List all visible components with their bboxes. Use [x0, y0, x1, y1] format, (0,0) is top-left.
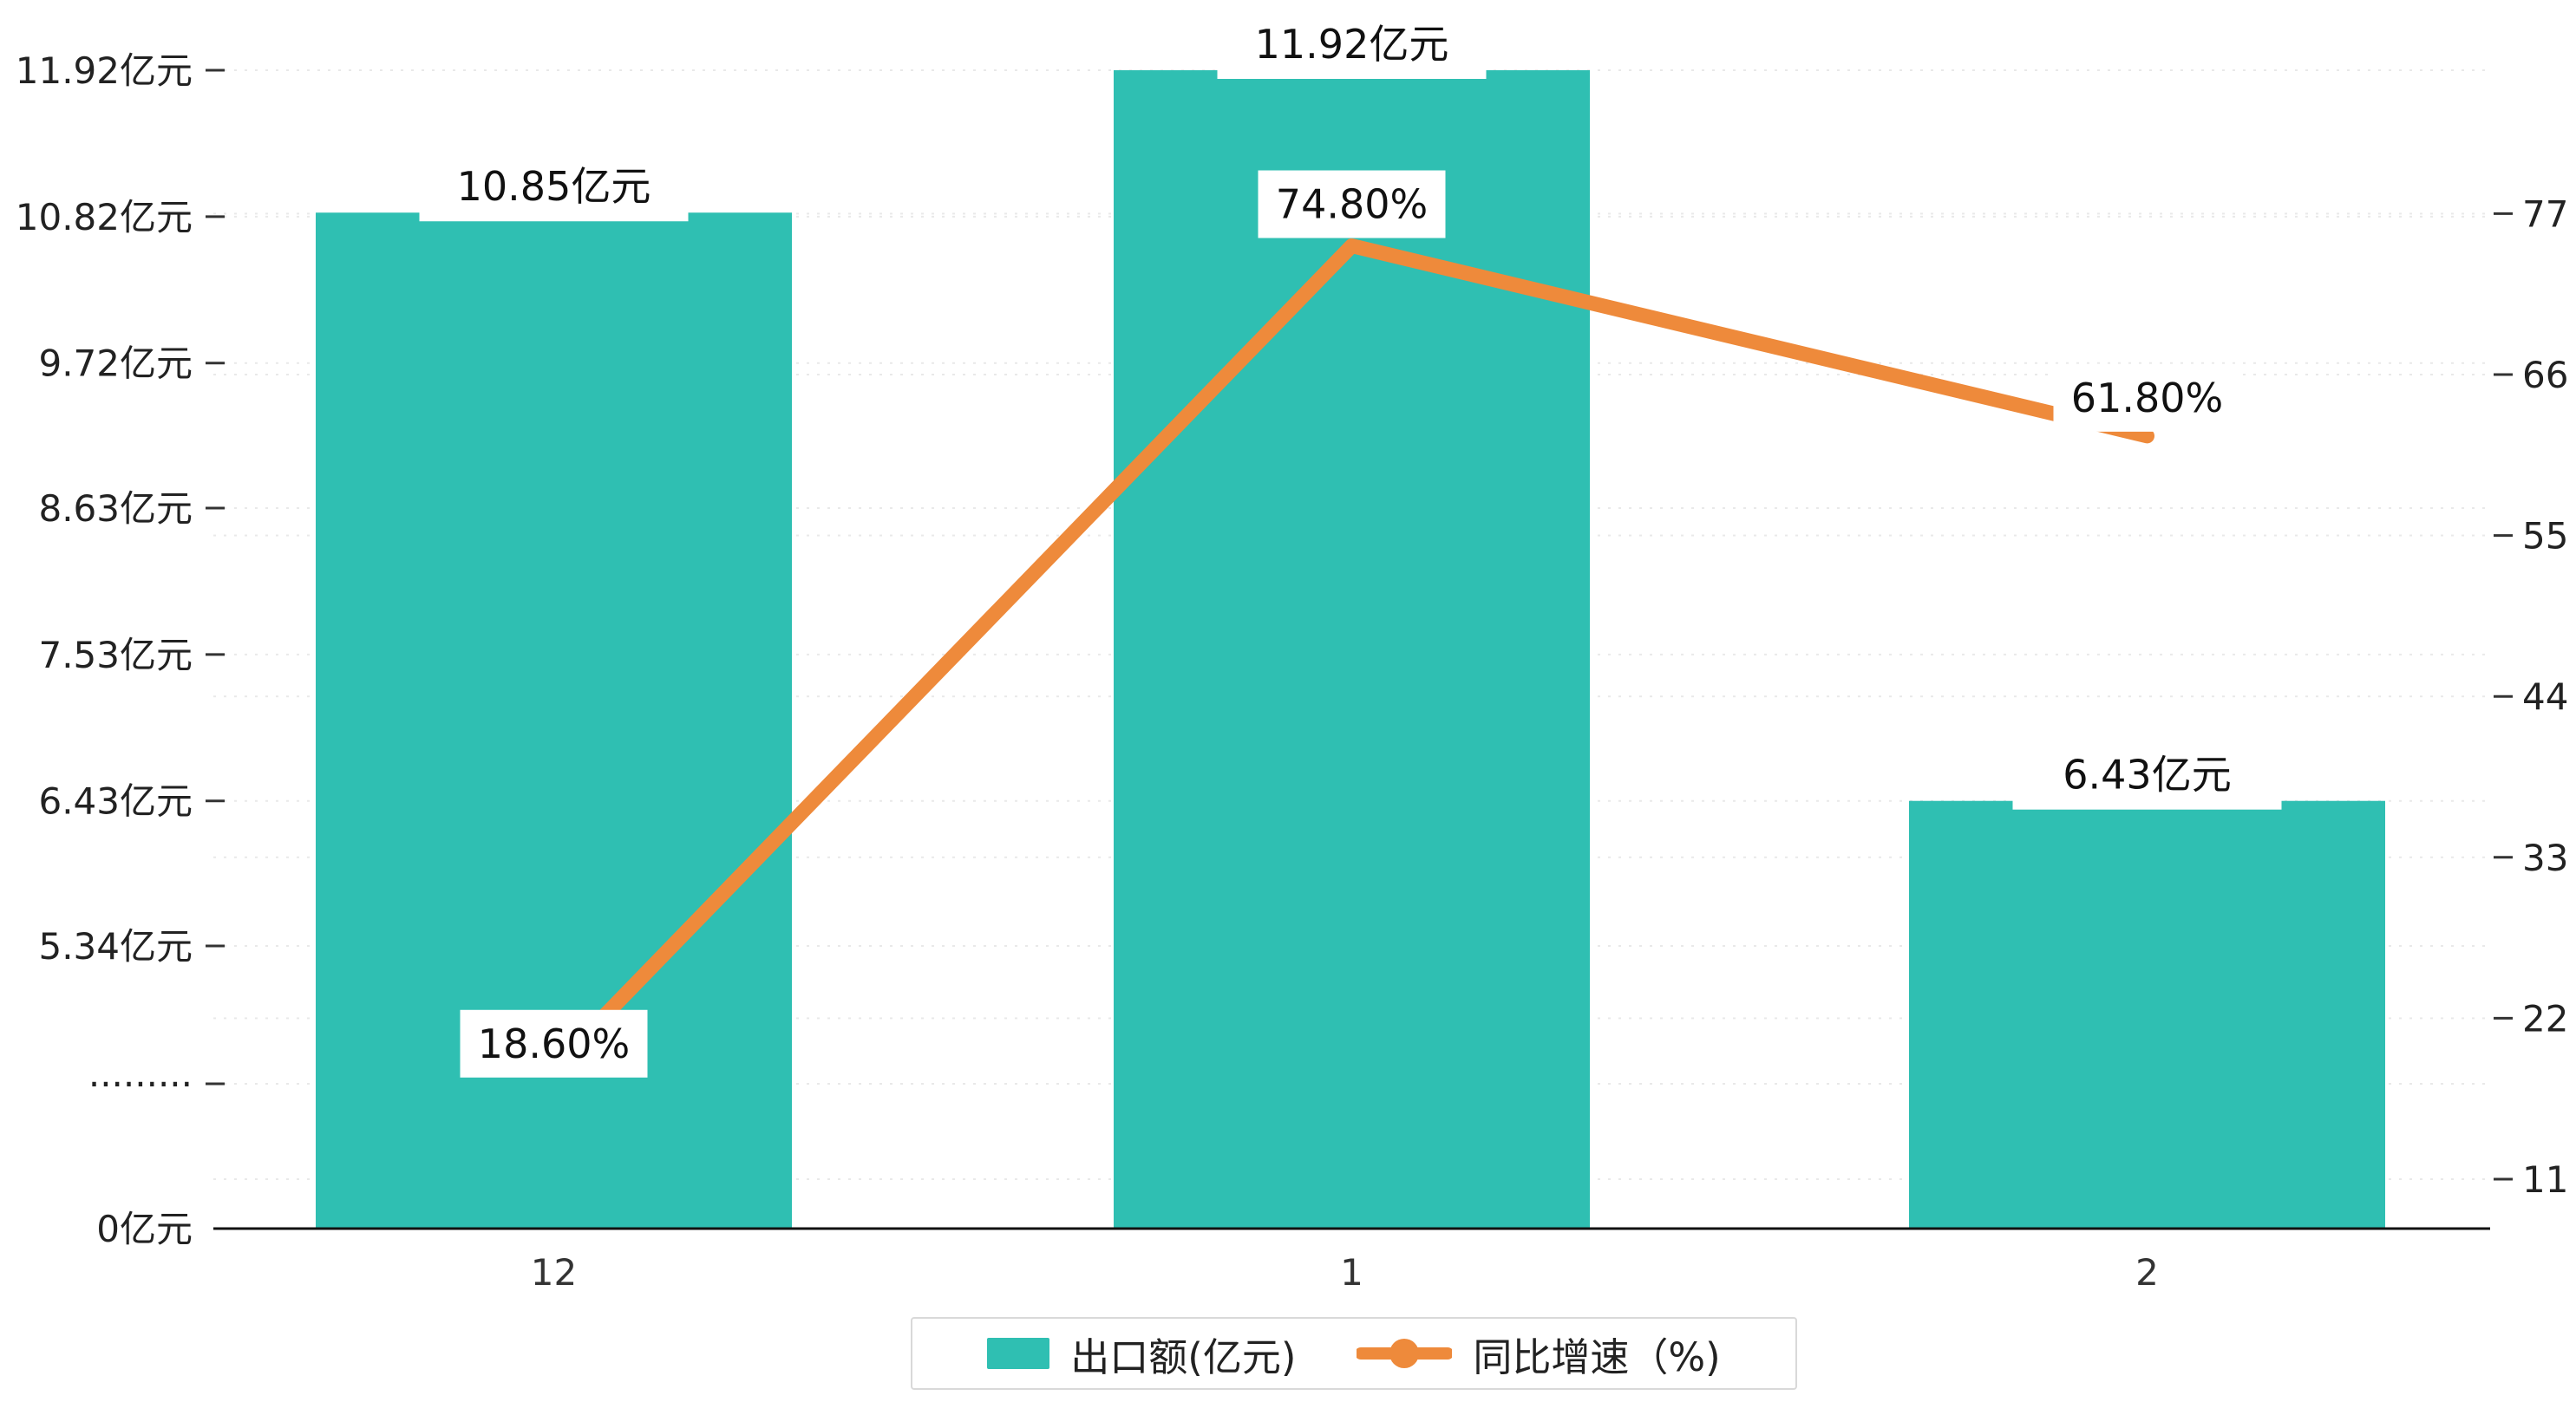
bar-value-label: 10.85亿元	[457, 163, 651, 210]
legend-item-growth: 同比增速（%)	[1357, 1326, 1721, 1382]
bar-swatch-icon	[987, 1338, 1050, 1369]
right-axis-label: 11	[2522, 1158, 2568, 1201]
line-value-label: 18.60%	[478, 1020, 630, 1067]
bar-value-label-bg	[1217, 10, 1487, 79]
left-axis-label: 7.53亿元	[38, 634, 193, 676]
right-axis-label: 44	[2522, 675, 2568, 718]
bar	[1909, 800, 2385, 1229]
line-value-label: 61.80%	[2071, 375, 2223, 421]
growth-line	[546, 238, 2154, 1076]
legend-item-export: 出口额(亿元)	[987, 1326, 1296, 1382]
right-axis-label: 66	[2522, 354, 2568, 396]
bar-value-label: 11.92亿元	[1255, 21, 1449, 68]
line-value-label: 74.80%	[1276, 181, 1428, 228]
x-axis-label: 12	[531, 1251, 577, 1294]
line-value-label-bg	[2053, 363, 2241, 432]
line-value-label-bg	[1258, 170, 1446, 238]
left-axis-label: 8.63亿元	[38, 487, 193, 530]
legend-label-export: 出口额(亿元)	[1070, 1333, 1297, 1380]
legend-label-growth: 同比增速（%)	[1473, 1333, 1721, 1380]
left-axis-label: 6.43亿元	[38, 780, 193, 823]
bar-value-label: 6.43亿元	[2063, 752, 2231, 799]
line-marker-icon	[1357, 1339, 1453, 1368]
right-axis-label: 22	[2522, 997, 2568, 1040]
right-axis-label: 77	[2522, 192, 2568, 235]
left-axis-label: 10.82亿元	[16, 196, 193, 238]
right-axis-label: 33	[2522, 837, 2568, 879]
bar-value-label-bg	[419, 152, 689, 222]
bar-value-label-bg	[2012, 740, 2282, 810]
right-axis-label: 55	[2522, 515, 2568, 558]
x-axis-label: 1	[1340, 1251, 1363, 1294]
line-value-label-bg	[460, 1009, 648, 1078]
bar	[1114, 70, 1590, 1229]
left-axis-label: ·········	[88, 1063, 193, 1105]
x-axis-label: 2	[2135, 1251, 2159, 1294]
left-axis-label: 5.34亿元	[38, 925, 193, 968]
left-axis-label: 9.72亿元	[38, 342, 193, 385]
left-axis-label: 0亿元	[96, 1208, 193, 1250]
left-axis-label: 11.92亿元	[16, 49, 193, 92]
legend: 出口额(亿元) 同比增速（%)	[911, 1317, 1797, 1390]
